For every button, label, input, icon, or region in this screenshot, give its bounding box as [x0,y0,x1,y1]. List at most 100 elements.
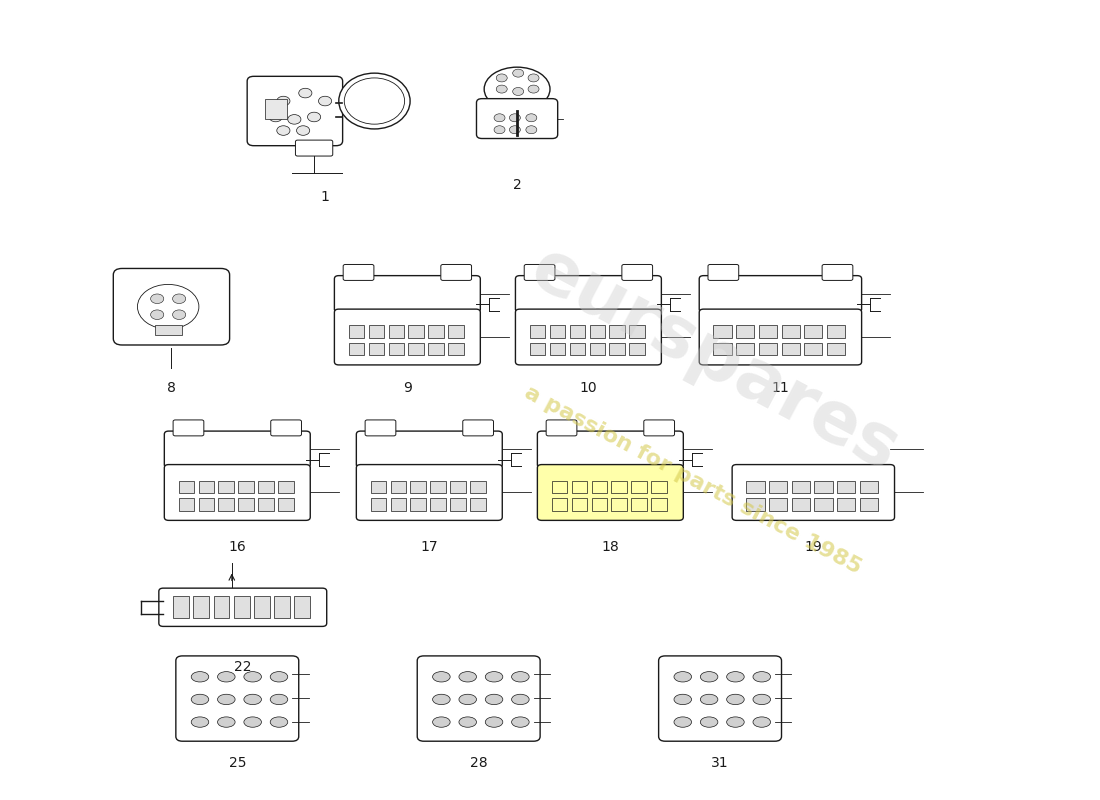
Bar [430,498,446,511]
Bar [265,99,287,119]
FancyBboxPatch shape [164,465,310,520]
Bar [219,481,234,494]
Bar [173,596,189,618]
Bar [592,498,607,511]
Ellipse shape [271,694,288,705]
Bar [714,325,732,338]
Bar [278,498,294,511]
FancyBboxPatch shape [822,265,853,281]
FancyBboxPatch shape [441,265,472,281]
Bar [371,498,386,511]
Bar [814,481,833,494]
Text: 10: 10 [580,381,597,395]
Bar [629,342,645,355]
Ellipse shape [459,694,476,705]
Ellipse shape [218,717,235,727]
Circle shape [509,114,520,122]
Bar [178,481,194,494]
FancyBboxPatch shape [334,276,481,312]
FancyBboxPatch shape [538,465,683,520]
Circle shape [528,74,539,82]
Bar [631,498,647,511]
FancyBboxPatch shape [173,420,204,436]
Ellipse shape [512,717,529,727]
Text: 31: 31 [712,756,729,770]
Bar [239,498,254,511]
Ellipse shape [701,694,718,705]
FancyBboxPatch shape [417,656,540,742]
Bar [781,342,800,355]
Bar [450,498,466,511]
Bar [349,325,364,338]
Ellipse shape [191,717,209,727]
Bar [609,325,625,338]
Text: 25: 25 [229,756,246,770]
Bar [155,325,183,334]
Circle shape [308,112,321,122]
Bar [258,481,274,494]
Bar [837,498,856,511]
Ellipse shape [218,672,235,682]
Bar [234,596,250,618]
Bar [530,325,546,338]
Bar [213,596,230,618]
Bar [612,481,627,494]
Bar [449,325,464,338]
Circle shape [151,294,164,303]
FancyBboxPatch shape [700,276,861,312]
Text: 22: 22 [234,660,252,674]
Bar [736,342,755,355]
Bar [550,342,565,355]
Bar [769,498,788,511]
FancyBboxPatch shape [343,265,374,281]
Ellipse shape [344,78,405,124]
FancyBboxPatch shape [113,269,230,345]
Circle shape [173,310,186,319]
Text: 17: 17 [420,541,438,554]
Ellipse shape [459,717,476,727]
Ellipse shape [218,694,235,705]
Circle shape [288,114,301,124]
Bar [860,481,878,494]
Circle shape [173,294,186,303]
Ellipse shape [432,694,450,705]
Circle shape [277,126,290,135]
Ellipse shape [701,717,718,727]
Bar [572,481,587,494]
Bar [428,325,444,338]
Ellipse shape [191,694,209,705]
Text: 16: 16 [229,541,246,554]
Ellipse shape [459,672,476,682]
Ellipse shape [754,717,770,727]
Ellipse shape [484,67,550,111]
Ellipse shape [485,672,503,682]
Bar [837,481,856,494]
Bar [651,498,667,511]
Ellipse shape [754,694,770,705]
Text: 2: 2 [513,178,521,192]
Ellipse shape [271,717,288,727]
Text: 9: 9 [403,381,411,395]
FancyBboxPatch shape [708,265,739,281]
Bar [349,342,364,355]
Ellipse shape [727,717,745,727]
Text: eurspares: eurspares [518,234,911,486]
Bar [295,596,310,618]
Bar [804,325,823,338]
Ellipse shape [674,672,692,682]
Bar [759,325,777,338]
Bar [430,481,446,494]
Bar [390,481,406,494]
Circle shape [526,126,537,134]
Ellipse shape [512,672,529,682]
Bar [609,342,625,355]
Text: a passion for parts since 1985: a passion for parts since 1985 [520,382,865,578]
FancyBboxPatch shape [164,431,310,468]
Ellipse shape [674,717,692,727]
FancyBboxPatch shape [356,465,503,520]
Ellipse shape [485,694,503,705]
Bar [769,481,788,494]
Text: 1: 1 [320,190,330,204]
Text: 28: 28 [470,756,487,770]
Bar [827,342,845,355]
